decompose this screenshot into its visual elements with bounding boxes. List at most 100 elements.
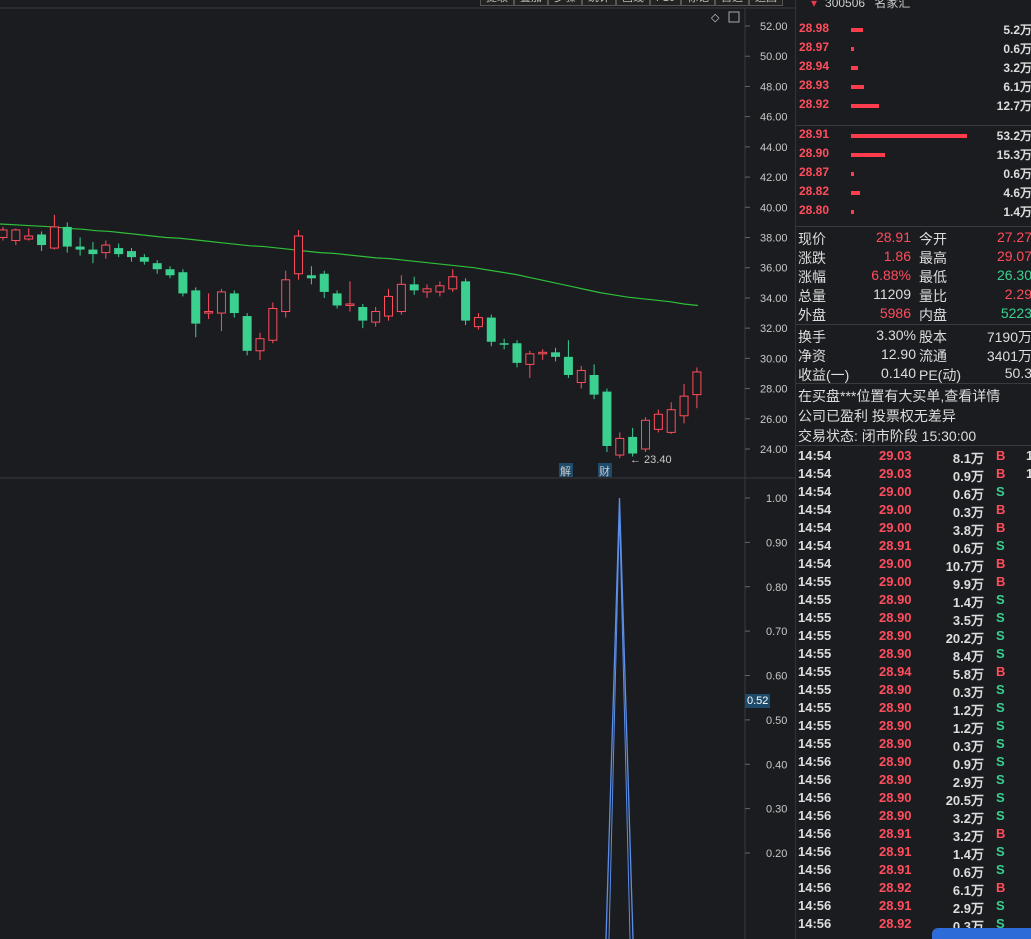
tick-side: S bbox=[996, 538, 1005, 553]
tick-volume: 9.9万 bbox=[952, 577, 984, 592]
tick-price: 29.00 bbox=[879, 520, 912, 535]
tick-time: 14:56 bbox=[798, 880, 832, 895]
toolbar-button[interactable]: F10 bbox=[650, 0, 681, 6]
quote-value: 26.30 bbox=[996, 267, 1031, 283]
big-order-notice[interactable]: 在买盘***位置有大买单,查看详情 bbox=[798, 388, 1001, 404]
toolbar-button[interactable]: 提取 bbox=[480, 0, 514, 6]
tick-extra: 1 bbox=[1026, 466, 1031, 481]
toolbar-button[interactable]: 自选 bbox=[714, 0, 749, 6]
candle-body bbox=[37, 234, 47, 246]
tick-row: 14:55 28.94 5.8万 B bbox=[796, 664, 1031, 682]
indicator-tick: 0.20 bbox=[766, 848, 787, 860]
order-price: 28.98 bbox=[799, 21, 830, 35]
divider bbox=[796, 324, 1031, 325]
tick-volume: 0.6万 bbox=[952, 487, 984, 502]
order-volume-bar bbox=[851, 191, 860, 195]
tick-price: 29.03 bbox=[879, 448, 912, 463]
toolbar-button[interactable]: 步骤 bbox=[548, 0, 582, 6]
tick-side: S bbox=[996, 754, 1005, 769]
orderbook-row[interactable]: 28.80 1.4万 bbox=[796, 203, 1031, 222]
tick-row: 14:54 28.91 0.6万 S bbox=[796, 538, 1031, 556]
quote-row: 收益(一) 0.140 PE(动) 50.3 bbox=[796, 365, 1031, 384]
candle-body bbox=[114, 248, 124, 255]
candle-body bbox=[551, 352, 561, 357]
tick-price: 28.90 bbox=[879, 736, 912, 751]
tick-side: S bbox=[996, 772, 1005, 787]
order-volume: 0.6万 bbox=[1003, 167, 1031, 181]
order-volume-bar bbox=[851, 172, 854, 176]
tick-price: 28.90 bbox=[879, 772, 912, 787]
tick-row: 14:56 28.90 2.9万 S bbox=[796, 772, 1031, 790]
order-volume: 6.1万 bbox=[1003, 80, 1031, 94]
tick-volume: 1.4万 bbox=[952, 595, 984, 610]
event-marker: 财 bbox=[599, 464, 610, 478]
stock-code: 300506 bbox=[825, 0, 866, 10]
tick-volume: 2.9万 bbox=[952, 901, 984, 916]
price-tick: 50.00 bbox=[760, 51, 788, 63]
order-volume-bar bbox=[851, 28, 863, 32]
candle-body bbox=[486, 317, 496, 342]
quote-value: 29.07 bbox=[996, 248, 1031, 264]
tick-time: 14:55 bbox=[798, 574, 832, 589]
event-marker-bg bbox=[598, 463, 612, 477]
orderbook-row[interactable]: 28.90 15.3万 bbox=[796, 146, 1031, 165]
quote-label: 流通 bbox=[919, 348, 947, 364]
tick-row: 14:55 28.90 0.3万 S bbox=[796, 736, 1031, 754]
quote-value: 12.90 bbox=[880, 346, 916, 362]
toolbar-button[interactable]: 叠加 bbox=[514, 0, 548, 6]
quote-label: 净资 bbox=[798, 348, 826, 364]
orderbook-row[interactable]: 28.92 12.7万 bbox=[796, 97, 1031, 116]
candle-body bbox=[473, 317, 483, 328]
order-volume: 3.2万 bbox=[1003, 61, 1031, 75]
quote-row: 净资 12.90 流通 3401万 bbox=[796, 346, 1031, 365]
company-notice: 公司已盈利 投票权无差异 bbox=[798, 408, 956, 424]
tick-time: 14:56 bbox=[798, 916, 832, 931]
quote-label: 外盘 bbox=[798, 307, 826, 323]
tick-time: 14:54 bbox=[798, 448, 832, 463]
orderbook-row[interactable]: 28.97 0.6万 bbox=[796, 40, 1031, 59]
tick-price: 29.03 bbox=[879, 466, 912, 481]
orderbook-row[interactable]: 28.94 3.2万 bbox=[796, 59, 1031, 78]
orderbook-row[interactable]: 28.87 0.6万 bbox=[796, 165, 1031, 184]
toolbar-button[interactable]: 画线 bbox=[616, 0, 650, 6]
tick-row: 14:56 28.90 0.9万 S bbox=[796, 754, 1031, 772]
price-tick: 48.00 bbox=[760, 81, 788, 93]
candle-body bbox=[345, 303, 355, 306]
tick-row: 14:55 28.90 1.4万 S bbox=[796, 592, 1031, 610]
indicator-tick: 0.40 bbox=[766, 759, 787, 771]
window-icon bbox=[728, 11, 740, 23]
candle-body bbox=[448, 276, 458, 290]
tick-time: 14:55 bbox=[798, 592, 832, 607]
order-volume-bar bbox=[851, 66, 858, 70]
quote-row: 涨跌 1.86 最高 29.07 bbox=[796, 248, 1031, 267]
candle-body bbox=[538, 351, 548, 355]
orderbook-row[interactable]: 28.93 6.1万 bbox=[796, 78, 1031, 97]
tick-time: 14:54 bbox=[798, 466, 832, 481]
order-price: 28.87 bbox=[799, 165, 830, 179]
tick-time: 14:56 bbox=[798, 862, 832, 877]
quote-label: 收益(一) bbox=[798, 367, 850, 383]
tick-volume: 5.8万 bbox=[952, 667, 984, 682]
tick-row: 14:54 29.00 10.7万 B bbox=[796, 556, 1031, 574]
toolbar-button[interactable]: 标记 bbox=[680, 0, 715, 6]
tick-row: 14:55 28.90 20.2万 S bbox=[796, 628, 1031, 646]
orderbook-row[interactable]: 28.91 53.2万 bbox=[796, 127, 1031, 146]
tick-time: 14:55 bbox=[798, 718, 832, 733]
tick-row: 14:56 28.91 2.9万 S bbox=[796, 898, 1031, 916]
divider bbox=[796, 226, 1031, 227]
orderbook-row[interactable]: 28.82 4.6万 bbox=[796, 184, 1031, 203]
tick-time: 14:54 bbox=[798, 520, 832, 535]
orderbook-row[interactable]: 28.98 5.2万 bbox=[796, 21, 1031, 40]
tick-price: 29.00 bbox=[879, 574, 912, 589]
quote-label: 最高 bbox=[919, 250, 947, 266]
candle-body bbox=[127, 251, 136, 258]
candle-body bbox=[615, 437, 625, 456]
kline-chart[interactable]: ◇ 52.00 50.00 48.00 46.00 44.00 42.00 40.00 38.0… bbox=[0, 0, 795, 939]
float-button[interactable] bbox=[932, 928, 1031, 939]
tick-volume: 10.7万 bbox=[945, 559, 984, 574]
tick-price: 28.90 bbox=[879, 700, 912, 715]
toolbar-button[interactable]: 返回 bbox=[748, 0, 783, 6]
price-tick: 46.00 bbox=[760, 112, 788, 124]
toolbar-button[interactable]: 统计 bbox=[582, 0, 616, 6]
candle-body bbox=[204, 311, 214, 314]
